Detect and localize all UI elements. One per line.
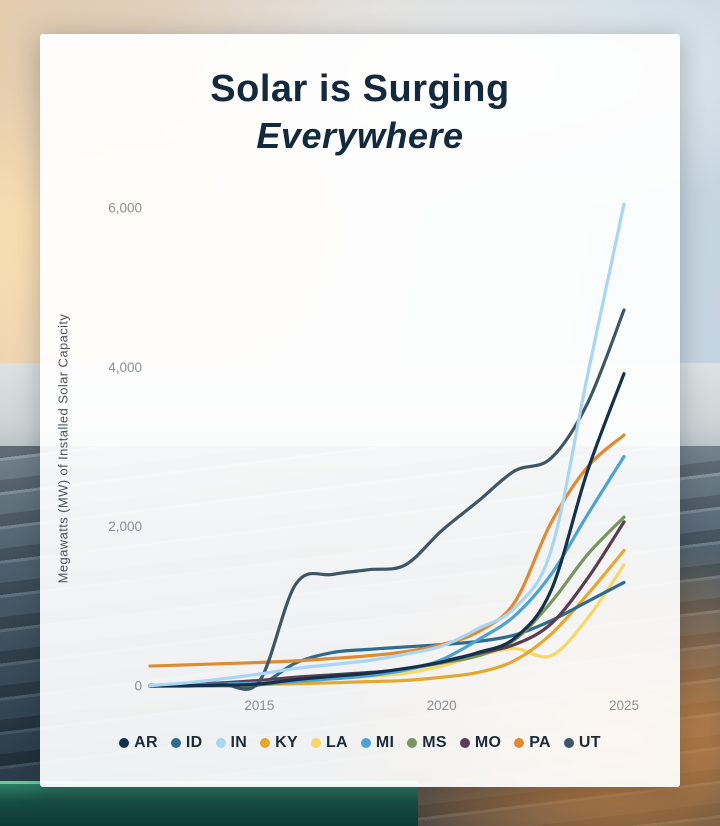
x-tick-label: 2025 (609, 698, 639, 713)
title-line-2: Everywhere (256, 115, 464, 156)
legend-dot-AR (119, 738, 130, 748)
legend-item-PA: PA (514, 734, 551, 752)
legend-item-MS: MS (407, 734, 447, 752)
series-line-PA (148, 433, 626, 668)
legend-label-IN: IN (230, 734, 248, 751)
series-line-AR (148, 372, 626, 688)
legend-item-MI: MI (360, 734, 395, 752)
legend-label-KY: KY (275, 734, 298, 751)
chart-title: Solar is Surging Everywhere (40, 68, 680, 157)
legend-dot-MO (459, 738, 470, 748)
legend: AR ID IN KY LA MI MS MO PA UT (40, 734, 680, 752)
legend-dot-MS (407, 738, 418, 748)
legend-dot-KY (260, 738, 271, 748)
legend-dot-UT (563, 738, 574, 748)
legend-label-MI: MI (375, 734, 395, 751)
y-tick-label: 4,000 (108, 360, 142, 375)
legend-label-MS: MS (422, 734, 447, 751)
legend-dot-MI (360, 738, 371, 748)
legend-dot-ID (170, 738, 181, 748)
legend-label-MO: MO (474, 734, 502, 751)
legend-label-LA: LA (325, 734, 348, 751)
y-axis-label: Megawatts (MW) of Installed Solar Capaci… (52, 196, 74, 701)
legend-label-PA: PA (529, 734, 551, 751)
legend-dot-PA (514, 738, 525, 748)
legend-dot-LA (310, 738, 321, 748)
legend-label-UT: UT (578, 734, 601, 751)
series-line-MI (148, 454, 626, 688)
legend-item-AR: AR (119, 734, 158, 752)
title-line-1: Solar is Surging (210, 68, 510, 110)
chart-card: Solar is Surging Everywhere Megawatts (M… (40, 34, 680, 787)
y-axis-label-text: Megawatts (MW) of Installed Solar Capaci… (55, 313, 71, 584)
y-tick-label: 6,000 (108, 201, 142, 216)
x-tick-label: 2020 (427, 698, 457, 713)
y-tick-label: 2,000 (108, 519, 142, 534)
line-chart-plot-area: 0 2,000 4,000 6,000 2015 2020 2025 (108, 201, 639, 714)
series-line-IN (148, 202, 626, 688)
legend-label-AR: AR (134, 734, 158, 751)
y-tick-label: 0 (134, 679, 142, 694)
legend-item-MO: MO (459, 734, 502, 752)
green-equipment-strip (0, 781, 418, 826)
legend-dot-IN (215, 738, 226, 748)
legend-item-KY: KY (260, 734, 298, 752)
legend-item-LA: LA (310, 734, 348, 752)
legend-item-ID: ID (170, 734, 203, 752)
legend-label-ID: ID (185, 734, 203, 751)
legend-item-IN: IN (215, 734, 248, 752)
x-tick-label: 2015 (244, 698, 274, 713)
legend-item-UT: UT (563, 734, 601, 752)
